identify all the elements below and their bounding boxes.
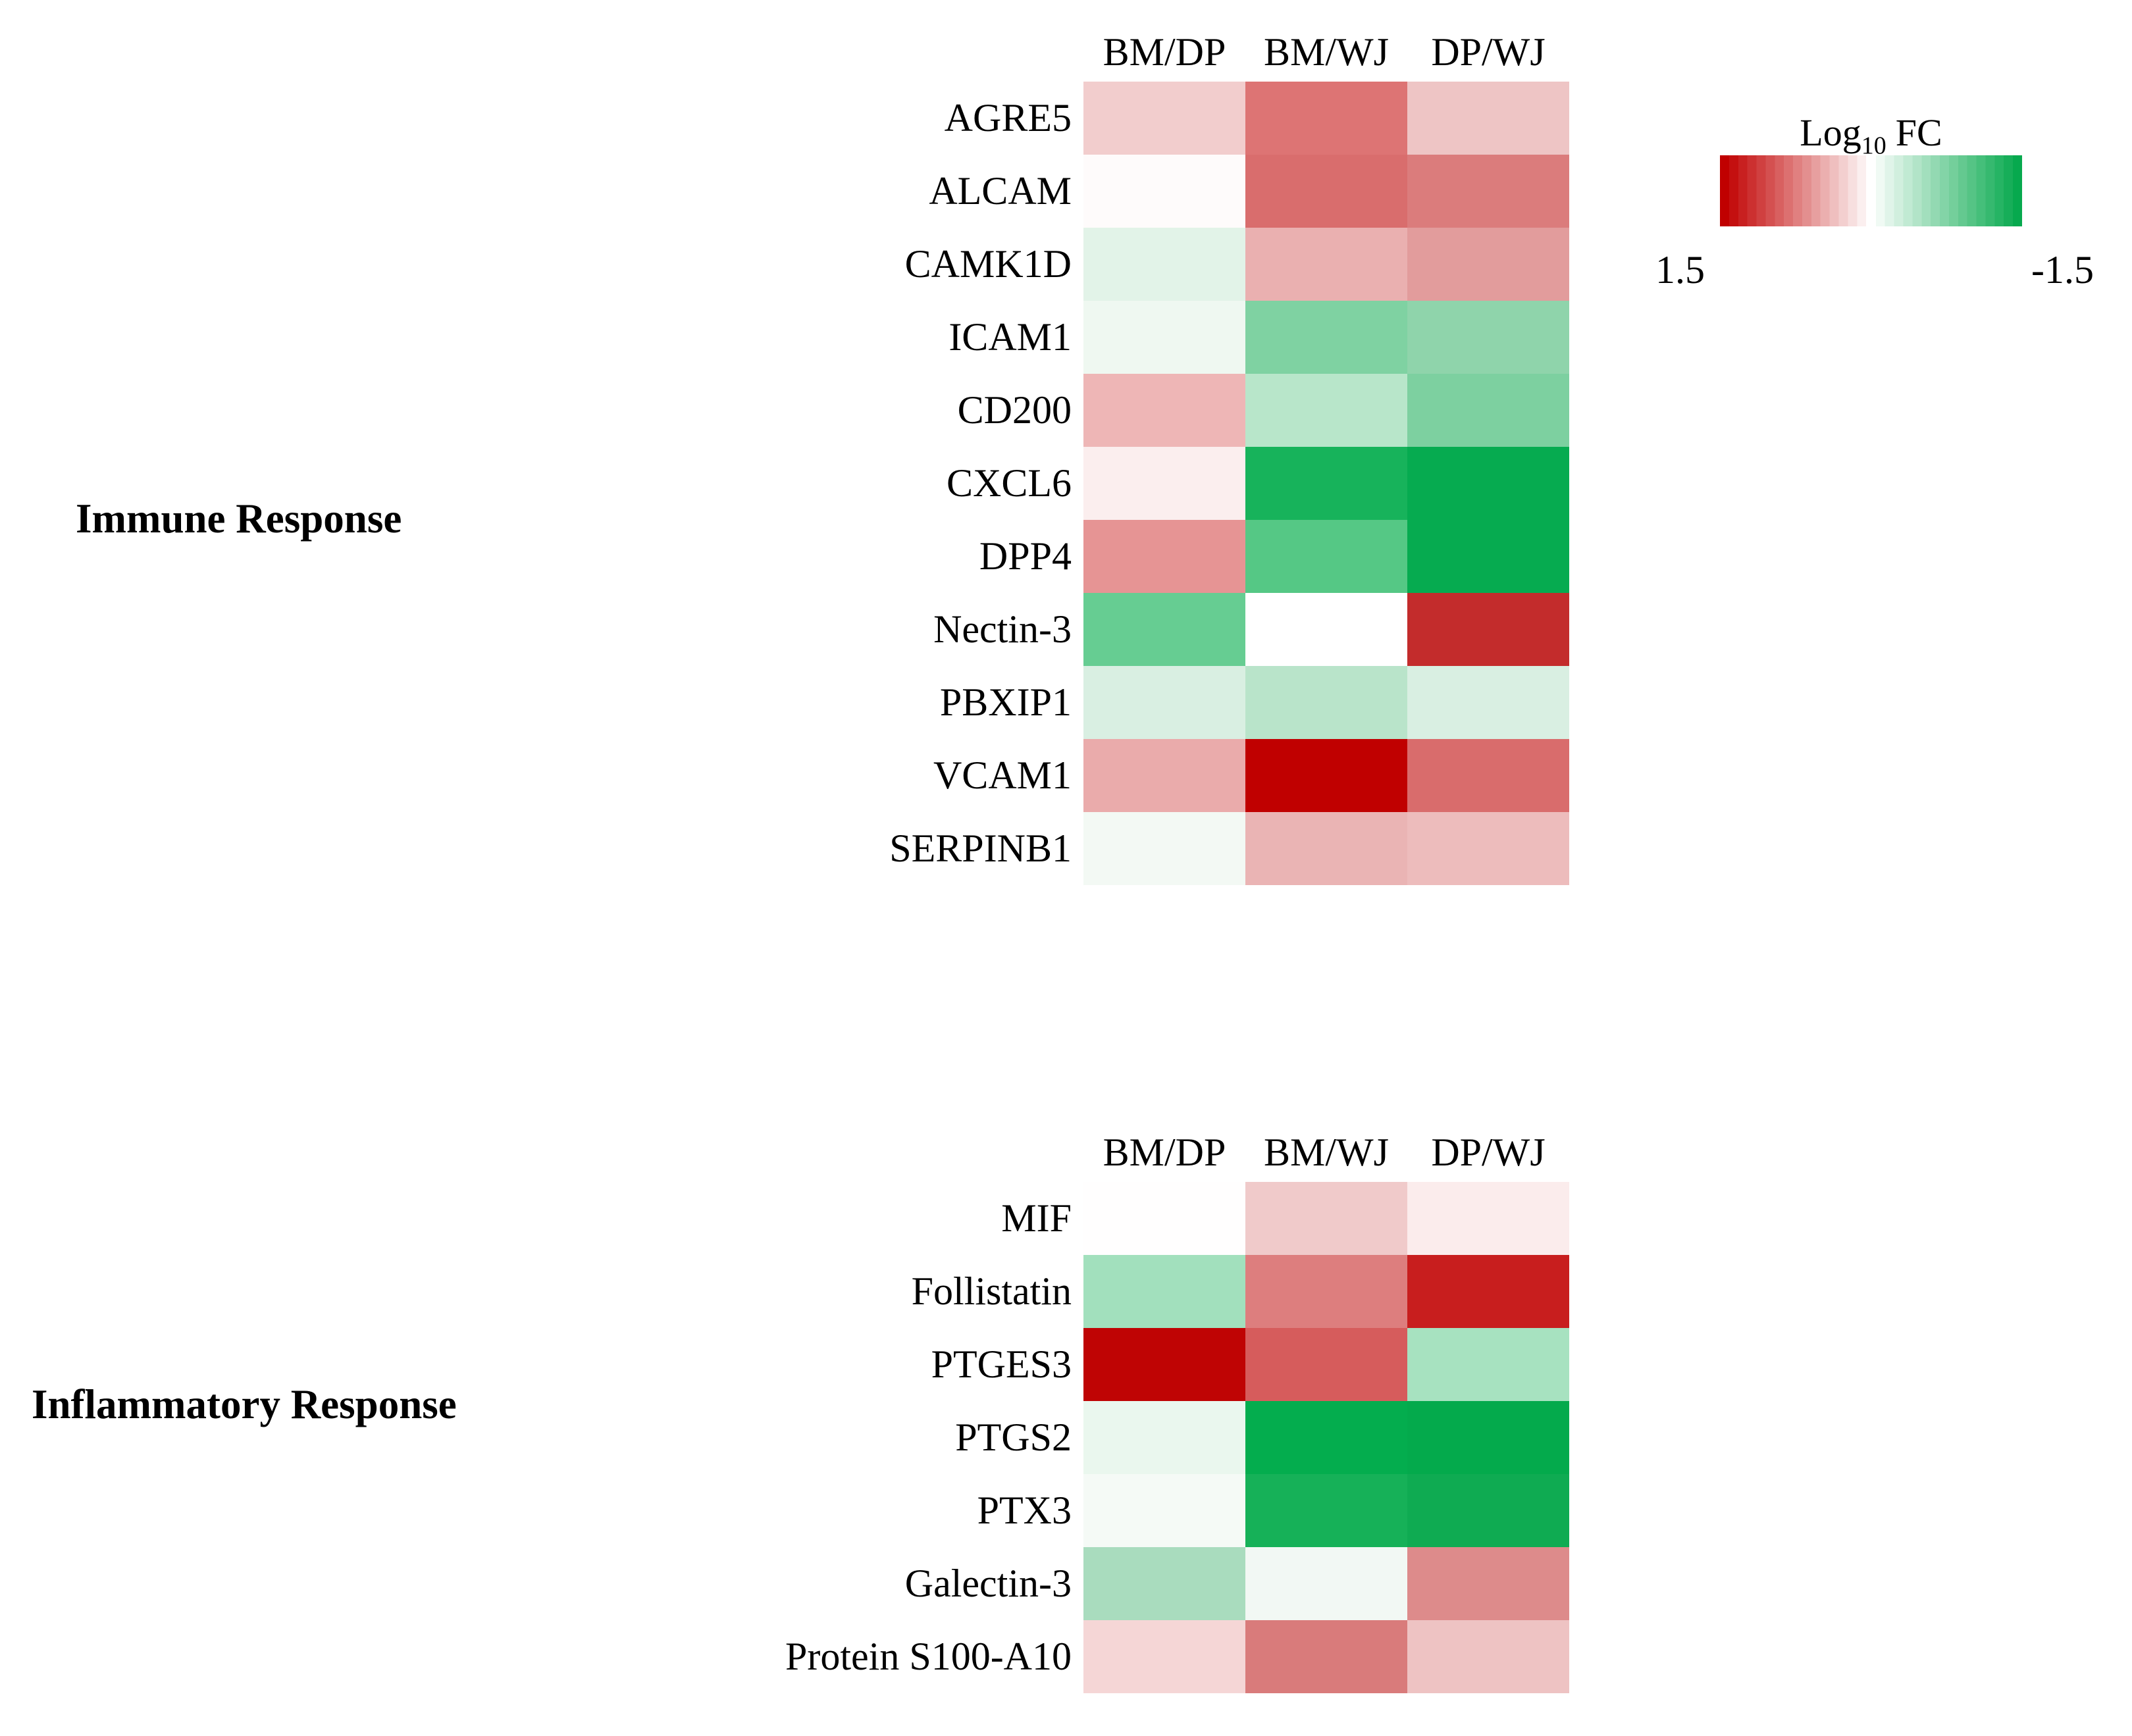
heatmap-cell	[1407, 520, 1569, 593]
gene-label: CAMK1D	[904, 242, 1072, 286]
gene-label: SERPINB1	[889, 827, 1072, 870]
heatmap-cell	[1083, 82, 1245, 155]
legend-title-log: Log	[1800, 111, 1861, 154]
heatmap-cell	[1245, 447, 1407, 520]
colorbar-min-label: -1.5	[2031, 248, 2094, 292]
heatmap-cell	[1245, 1620, 1407, 1693]
heatmap-cell	[1407, 1255, 1569, 1328]
heatmap-cell	[1245, 520, 1407, 593]
gene-label: AGRE5	[944, 96, 1072, 140]
gene-label: VCAM1	[933, 753, 1072, 797]
heatmap-cell	[1083, 374, 1245, 447]
heatmap-cell	[1083, 520, 1245, 593]
gene-label: PBXIP1	[939, 680, 1072, 724]
heatmap-cell	[1245, 1474, 1407, 1547]
column-header: BM/DP	[1103, 1131, 1226, 1174]
heatmap-cell	[1407, 812, 1569, 885]
heatmap-cell	[1407, 1182, 1569, 1255]
heatmap-cell	[1083, 155, 1245, 228]
heatmap-cell	[1083, 301, 1245, 374]
heatmap-cell	[1245, 82, 1407, 155]
heatmap-cell	[1083, 593, 1245, 666]
heatmap-cell	[1083, 812, 1245, 885]
heatmap-cell	[1407, 666, 1569, 739]
heatmap-cell	[1407, 447, 1569, 520]
column-header: BM/DP	[1103, 30, 1226, 74]
column-header: DP/WJ	[1431, 1131, 1546, 1174]
gene-label: CXCL6	[946, 461, 1072, 505]
heatmap-cell	[1083, 228, 1245, 301]
heatmap-cell	[1245, 1182, 1407, 1255]
heatmap-cell	[1245, 1547, 1407, 1620]
heatmap-cell	[1083, 1182, 1245, 1255]
heatmap-cell	[1407, 1328, 1569, 1401]
heatmap-cell	[1245, 374, 1407, 447]
heatmap-cell	[1083, 1328, 1245, 1401]
group-label-immune-response: Immune Response	[76, 496, 402, 542]
gene-label: PTX3	[977, 1489, 1072, 1532]
heatmap-cell	[1407, 593, 1569, 666]
heatmap-cell	[1407, 739, 1569, 812]
heatmap-immune-response: BM/DP BM/WJ DP/WJ AGRE5 ALCAM CAMK1D ICAM1 CD20…	[623, 21, 1569, 885]
gene-label: PTGES3	[931, 1342, 1072, 1386]
header-spacer	[623, 21, 1083, 82]
heatmap-cell	[1245, 301, 1407, 374]
header-spacer	[623, 1121, 1083, 1182]
gene-label: CD200	[957, 388, 1072, 432]
legend-title-fc: FC	[1895, 111, 1942, 154]
gene-label: Follistatin	[911, 1269, 1072, 1313]
heatmap-cell	[1245, 666, 1407, 739]
gene-label: MIF	[1001, 1196, 1072, 1240]
heatmap-cell	[1245, 812, 1407, 885]
heatmap-cell	[1407, 1401, 1569, 1474]
heatmap-cell	[1083, 1401, 1245, 1474]
heatmap-cell	[1407, 1474, 1569, 1547]
gene-label: Protein S100-A10	[785, 1635, 1072, 1678]
heatmap-cell	[1083, 739, 1245, 812]
heatmap-inflammatory-response: BM/DP BM/WJ DP/WJ MIF Follistatin PTGES3 PTGS2…	[623, 1121, 1569, 1693]
heatmap-cell	[1407, 155, 1569, 228]
heatmap-cell	[1083, 1474, 1245, 1547]
heatmap-cell	[1245, 228, 1407, 301]
heatmap-cell	[1245, 155, 1407, 228]
gene-label: Nectin-3	[933, 607, 1072, 651]
heatmap-cell	[1083, 1255, 1245, 1328]
heatmap-cell	[1407, 1620, 1569, 1693]
gene-label: Galectin-3	[904, 1562, 1072, 1605]
heatmap-cell	[1407, 374, 1569, 447]
heatmap-cell	[1083, 666, 1245, 739]
heatmap-cell	[1407, 82, 1569, 155]
gene-label: ICAM1	[949, 315, 1072, 359]
column-header: DP/WJ	[1431, 30, 1546, 74]
colorbar-max-label: 1.5	[1655, 248, 1705, 292]
heatmap-cell	[1245, 1401, 1407, 1474]
legend-title: Log10 FC	[1720, 111, 2022, 159]
column-header: BM/WJ	[1263, 1131, 1390, 1174]
heatmap-cell	[1245, 593, 1407, 666]
legend-title-subscript: 10	[1861, 132, 1886, 160]
colorbar-gradient	[1720, 155, 2022, 226]
heatmap-cell	[1083, 447, 1245, 520]
group-label-inflammatory-response: Inflammatory Response	[32, 1381, 457, 1427]
gene-label: ALCAM	[929, 169, 1072, 213]
column-header: BM/WJ	[1263, 30, 1390, 74]
gene-label: PTGS2	[955, 1416, 1072, 1459]
heatmap-cell	[1245, 1255, 1407, 1328]
heatmap-cell	[1245, 739, 1407, 812]
gene-label: DPP4	[979, 534, 1072, 578]
heatmap-cell	[1407, 1547, 1569, 1620]
heatmap-cell	[1407, 228, 1569, 301]
heatmap-cell	[1245, 1328, 1407, 1401]
heatmap-cell	[1083, 1547, 1245, 1620]
heatmap-cell	[1407, 301, 1569, 374]
heatmap-cell	[1083, 1620, 1245, 1693]
